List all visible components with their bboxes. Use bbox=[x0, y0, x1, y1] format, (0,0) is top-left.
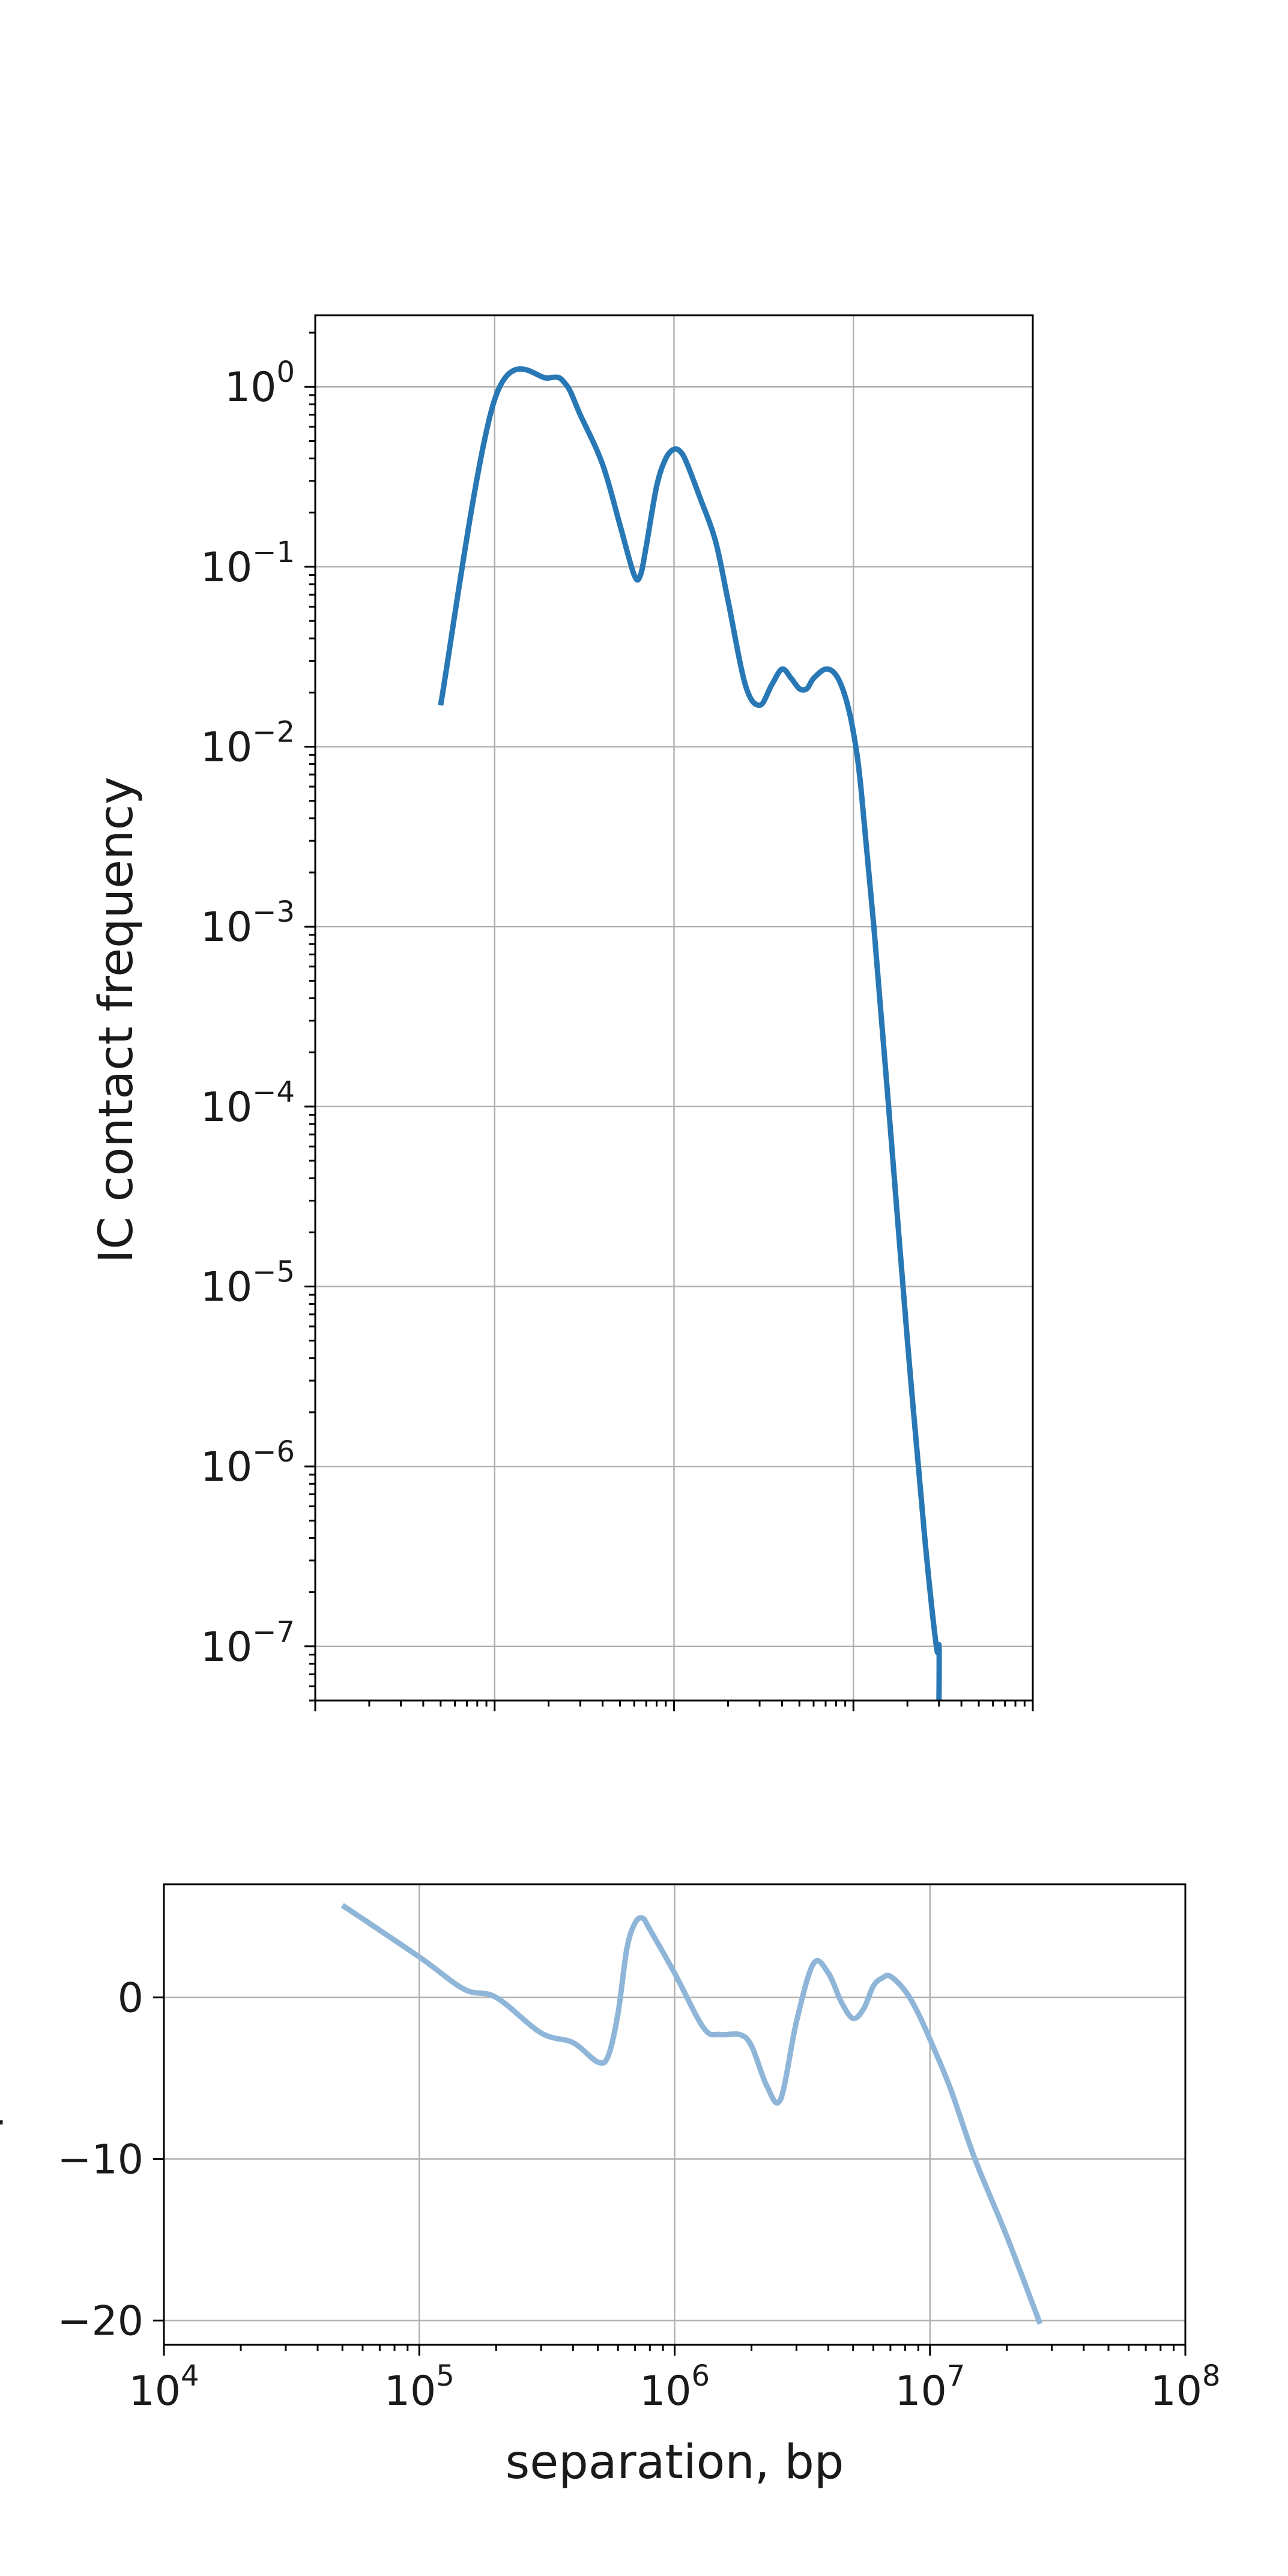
tick-label-base: 10 bbox=[128, 2368, 181, 2415]
tick-label-exponent: 5 bbox=[436, 2359, 455, 2393]
bottom-minor-ticks bbox=[240, 2345, 1175, 2351]
tick-label-base: 10 bbox=[201, 1084, 253, 1131]
bottom-y-tick-label: −10 bbox=[57, 2136, 144, 2184]
top-y-tick-label: 100 bbox=[225, 355, 295, 411]
top-grid bbox=[315, 315, 1033, 1701]
tick-label-exponent: −3 bbox=[252, 895, 295, 929]
tick-label-base: 10 bbox=[384, 2368, 437, 2415]
tick-label-base: 10 bbox=[201, 724, 253, 772]
top-y-tick-label: 10−5 bbox=[201, 1255, 295, 1311]
tick-label-exponent: −5 bbox=[252, 1255, 295, 1289]
top-y-tick-label: 10−3 bbox=[201, 895, 295, 951]
tick-label-base: 10 bbox=[201, 1444, 253, 1491]
tick-label-base: 10 bbox=[1150, 2368, 1202, 2415]
top-y-tick-label: 10−1 bbox=[201, 536, 295, 591]
tick-label-base: 10 bbox=[895, 2368, 947, 2415]
tick-label-base: 10 bbox=[201, 544, 253, 591]
bottom-x-tick-label: 104 bbox=[128, 2359, 199, 2415]
bottom-grid bbox=[164, 1884, 1185, 2345]
tick-label-exponent: 7 bbox=[947, 2359, 966, 2393]
bottom-series bbox=[340, 1903, 1043, 2325]
bottom-plot-frame bbox=[163, 1883, 1187, 2346]
tick-label-exponent: 4 bbox=[181, 2359, 199, 2393]
top-y-tick-label: 10−4 bbox=[201, 1075, 295, 1131]
top-minor-ticks bbox=[309, 331, 1026, 1707]
bottom-x-tick-labels: 104 105 106 107 108 bbox=[128, 2359, 1220, 2415]
top-y-tick-label: 10−6 bbox=[201, 1435, 295, 1491]
tick-label-base: 10 bbox=[225, 364, 277, 411]
contact-frequency-line bbox=[438, 366, 942, 1701]
top-plot-frame bbox=[314, 314, 1034, 1702]
tick-label-exponent: 6 bbox=[691, 2359, 710, 2393]
bottom-x-tick-label: 105 bbox=[384, 2359, 455, 2415]
slope-plot: 0−10−20 104 105 106 107 108 slope separation… bbox=[0, 1883, 1221, 2490]
tick-label-base: 10 bbox=[201, 1263, 253, 1311]
bottom-x-tick-label: 108 bbox=[1150, 2359, 1220, 2415]
tick-label-exponent: −7 bbox=[252, 1615, 295, 1649]
bottom-x-tick-label: 107 bbox=[895, 2359, 965, 2415]
bottom-x-axis-label: separation, bp bbox=[506, 2435, 844, 2490]
bottom-y-axis-label: slope bbox=[0, 2070, 4, 2195]
top-y-axis-label: IC contact frequency bbox=[89, 776, 144, 1263]
bottom-major-ticks bbox=[153, 1996, 1187, 2356]
top-major-ticks bbox=[304, 385, 1034, 1711]
tick-label-base: 10 bbox=[201, 904, 253, 951]
tick-label-exponent: 0 bbox=[276, 355, 295, 389]
bottom-x-tick-label: 106 bbox=[639, 2359, 710, 2415]
tick-label-exponent: −4 bbox=[252, 1075, 295, 1109]
bottom-y-tick-label: −20 bbox=[57, 2298, 144, 2345]
bottom-y-tick-label: 0 bbox=[118, 1974, 144, 2022]
top-series bbox=[438, 366, 942, 1701]
top-y-tick-label: 10−2 bbox=[201, 716, 295, 772]
tick-label-base: 10 bbox=[639, 2368, 692, 2415]
bottom-y-tick-labels: 0 −10 −20 bbox=[57, 1974, 144, 2345]
tick-label-exponent: 8 bbox=[1202, 2359, 1221, 2393]
tick-label-exponent: −6 bbox=[252, 1435, 295, 1469]
tick-label-exponent: −2 bbox=[252, 716, 295, 749]
slope-line bbox=[340, 1903, 1043, 2325]
tick-label-base: 10 bbox=[201, 1624, 253, 1671]
tick-label-exponent: −1 bbox=[252, 536, 295, 569]
top-y-tick-label: 10−7 bbox=[201, 1615, 295, 1671]
